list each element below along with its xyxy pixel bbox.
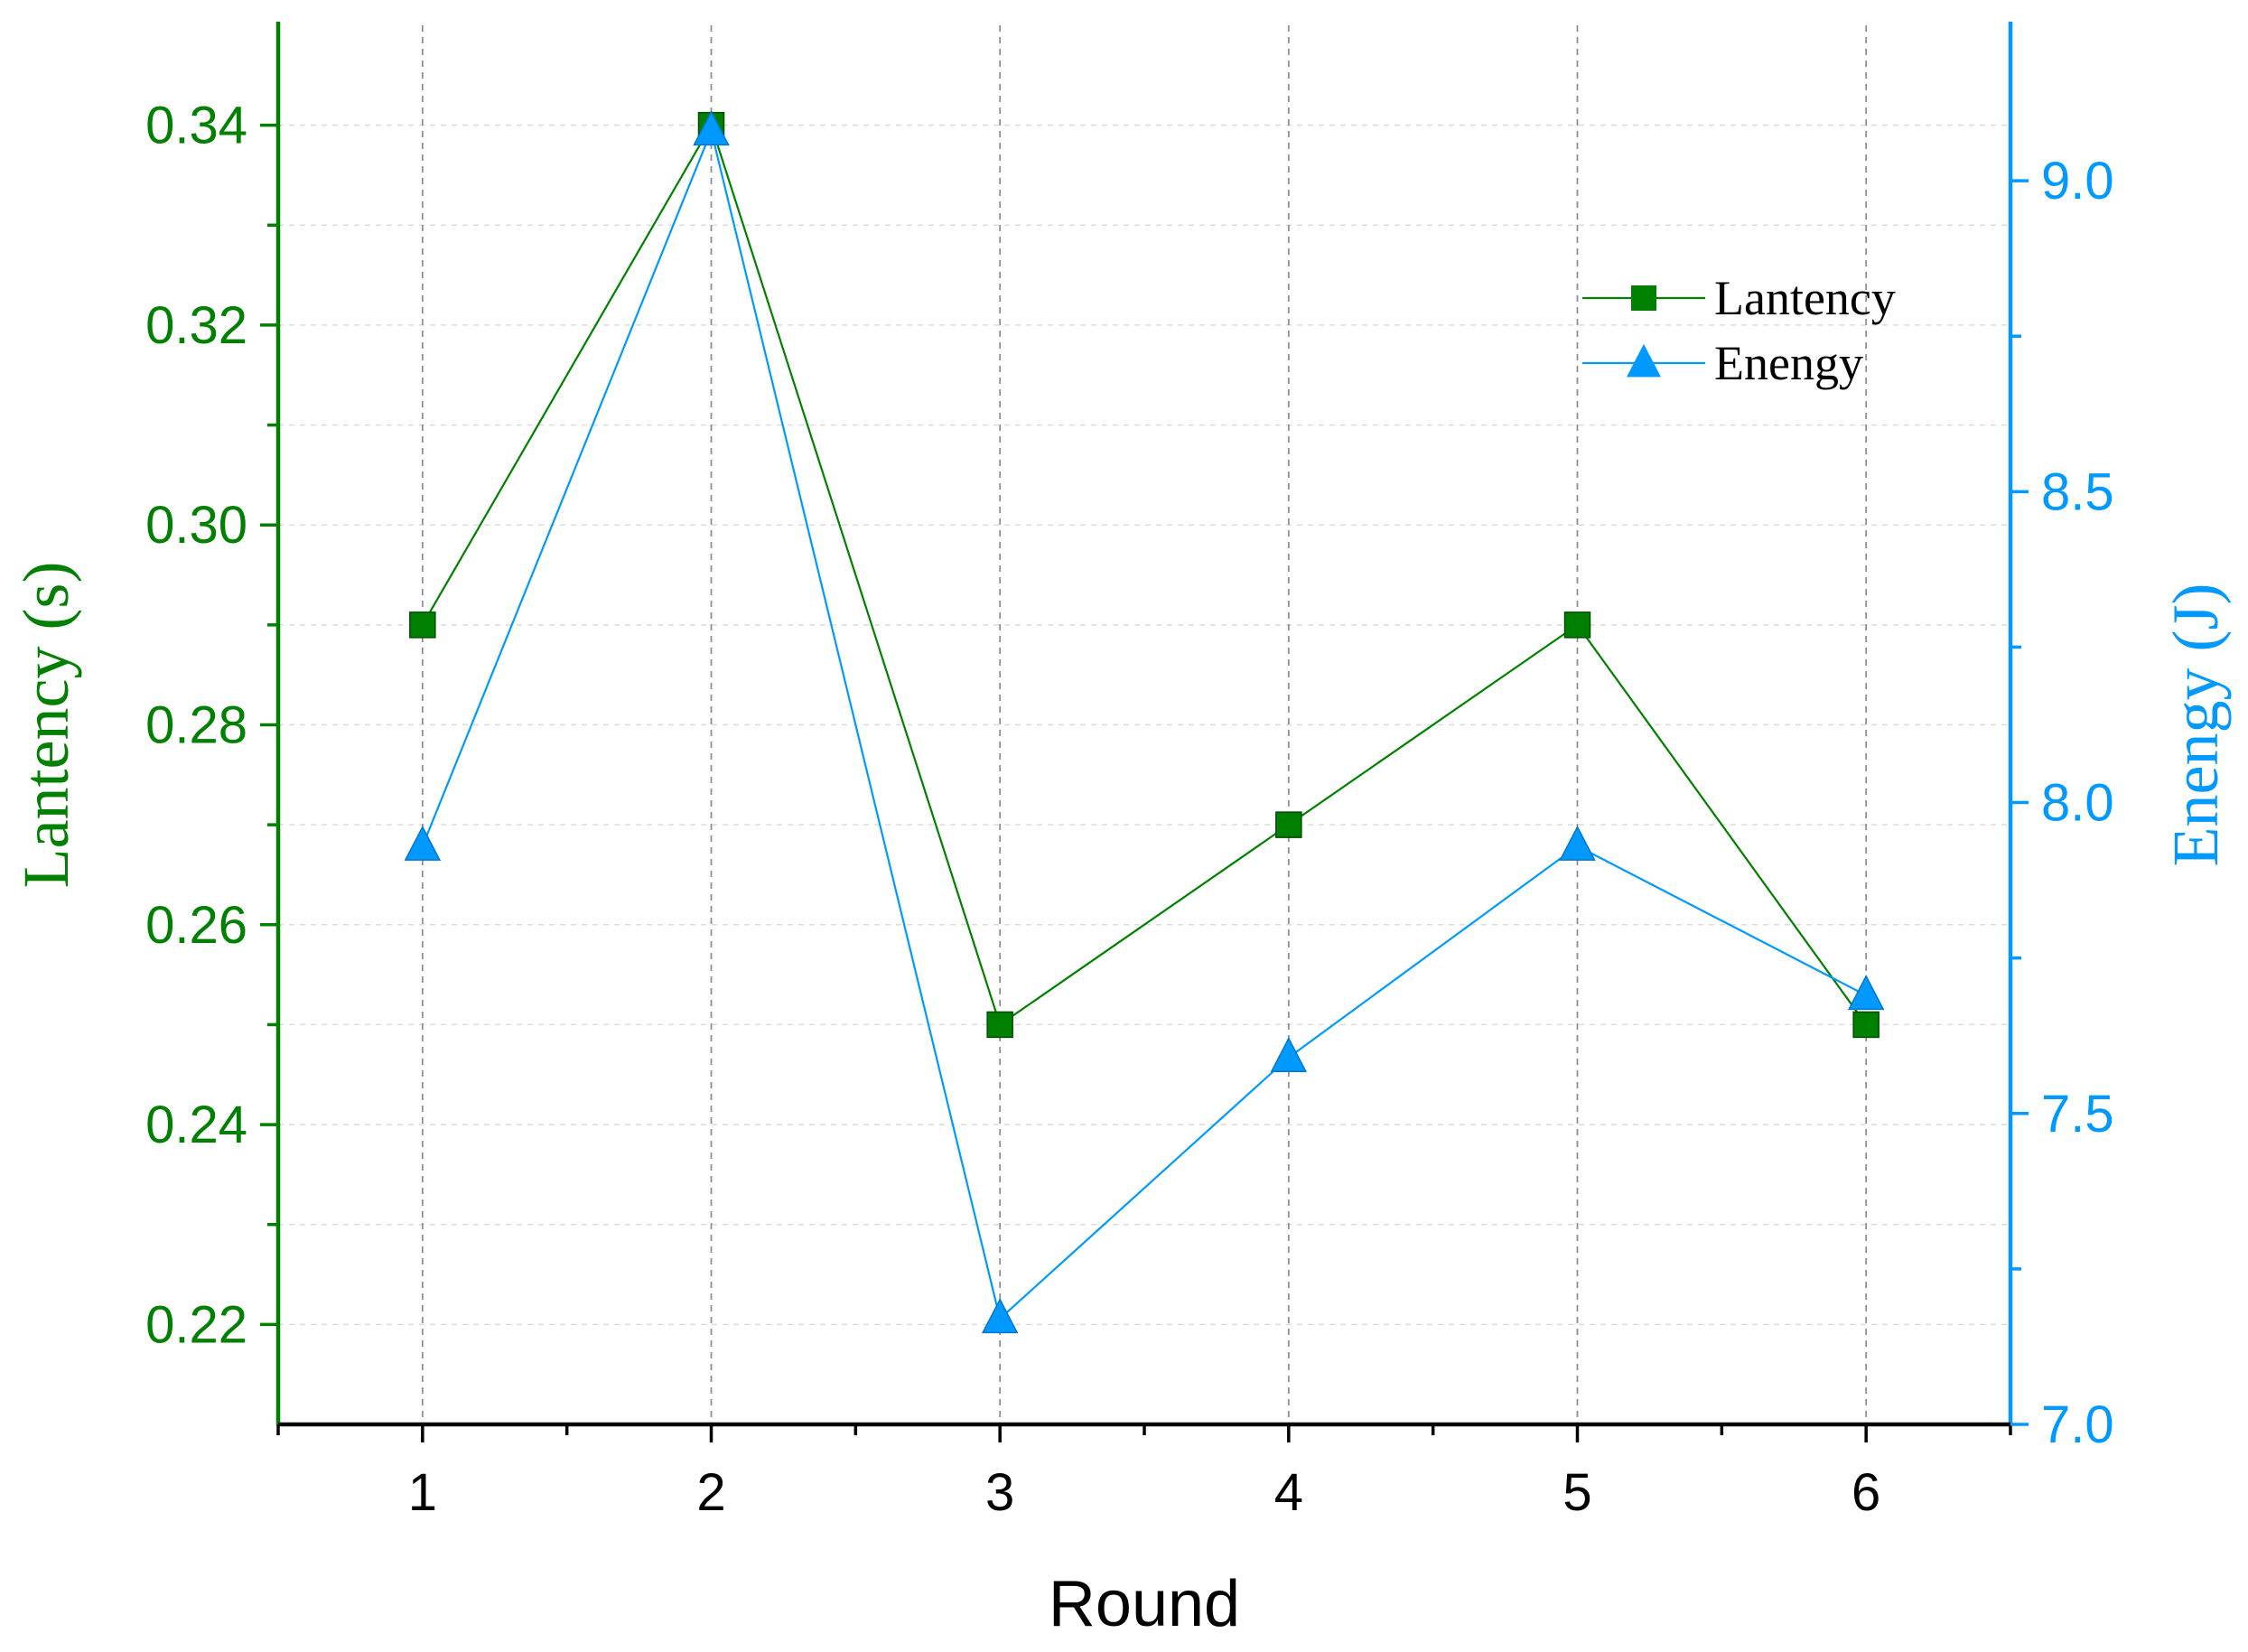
marker-enengy (1270, 1036, 1308, 1072)
axes (260, 22, 2029, 1442)
x-tick-label: 4 (1274, 1463, 1303, 1522)
legend-label-lantency: Lantency (1714, 271, 1896, 325)
left-y-tick-label: 0.32 (145, 296, 247, 355)
marker-lantency (1275, 811, 1302, 838)
marker-enengy (981, 1298, 1019, 1334)
series-markers (404, 110, 1885, 1334)
marker-lantency (986, 1011, 1013, 1039)
x-tick-label: 1 (408, 1463, 437, 1522)
marker-lantency (409, 611, 436, 639)
x-tick-label: 3 (985, 1463, 1014, 1522)
right-y-tick-label: 7.0 (2041, 1395, 2114, 1454)
marker-enengy (693, 110, 730, 146)
series-line-lantency (421, 122, 1868, 1027)
x-tick-label: 6 (1852, 1463, 1880, 1522)
left-y-tick-label: 0.24 (145, 1096, 247, 1154)
tick-labels: 1 2 3 4 5 6 0.22 0.24 0.26 0.28 0.30 0.32 0.34 7.0 7.5… (145, 97, 2114, 1522)
legend-marker-enengy (1627, 343, 1661, 378)
legend-marker-lantency (1631, 285, 1656, 311)
right-y-tick-label: 9.0 (2041, 152, 2114, 210)
series-lines (421, 122, 1868, 1321)
series-line-enengy (421, 127, 1867, 1321)
right-y-tick-label: 7.5 (2041, 1085, 2114, 1143)
left-y-tick-label: 0.22 (145, 1295, 247, 1354)
marker-enengy (404, 825, 442, 861)
marker-lantency (1563, 611, 1591, 639)
grid-lines (278, 25, 2010, 1424)
right-y-axis-title: Enengy (J) (2159, 583, 2232, 867)
marker-lantency (1852, 1011, 1880, 1039)
legend: Lantency Enengy (1582, 271, 1896, 390)
left-y-tick-label: 0.28 (145, 696, 247, 755)
x-axis-title: Round (1049, 1568, 1240, 1640)
legend-label-enengy: Enengy (1714, 336, 1863, 390)
left-y-axis-title: Lantency (s) (10, 562, 82, 889)
right-y-tick-label: 8.5 (2041, 462, 2114, 521)
left-y-tick-label: 0.30 (145, 496, 247, 555)
marker-enengy (1559, 825, 1596, 861)
marker-enengy (1847, 975, 1885, 1011)
left-y-tick-label: 0.34 (145, 97, 247, 155)
left-y-tick-label: 0.26 (145, 896, 247, 955)
x-tick-label: 2 (696, 1463, 725, 1522)
x-tick-label: 5 (1562, 1463, 1591, 1522)
right-y-tick-label: 8.0 (2041, 774, 2114, 833)
